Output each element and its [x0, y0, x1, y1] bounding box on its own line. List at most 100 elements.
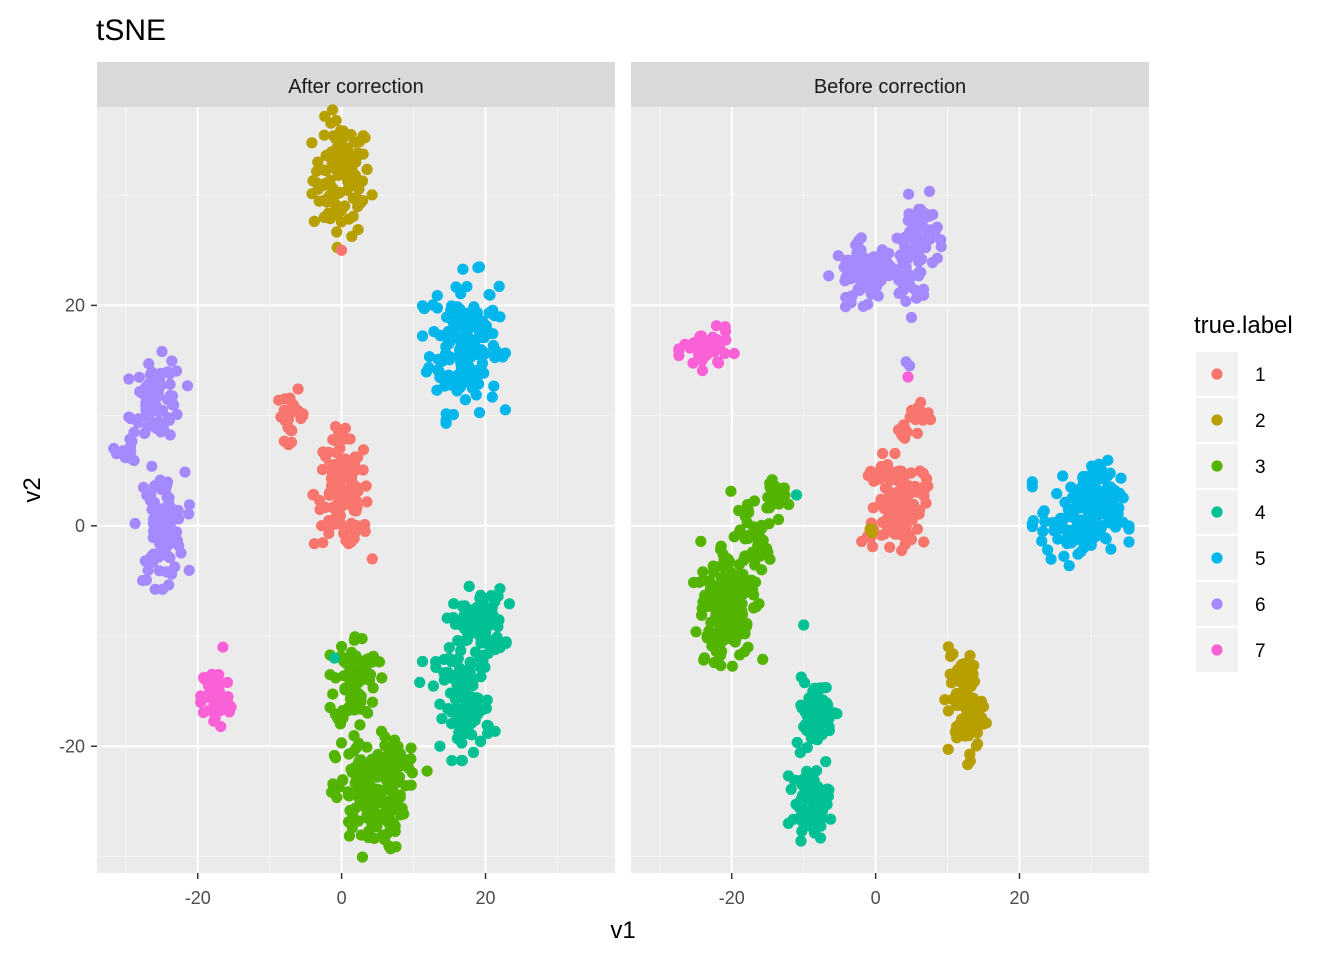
data-point-label-1: [329, 435, 341, 447]
data-point-label-4: [481, 694, 493, 706]
data-point-label-6: [900, 295, 912, 307]
data-point-label-4: [801, 793, 813, 805]
data-point-label-6: [144, 495, 156, 507]
data-point-label-4: [814, 814, 827, 826]
data-point-label-5: [1079, 487, 1091, 499]
data-point-label-3: [741, 619, 753, 631]
data-point-label-3: [727, 625, 739, 637]
data-point-label-3: [328, 749, 340, 762]
data-point-label-6: [922, 227, 935, 239]
data-point-label-2: [331, 226, 343, 238]
legend-item-3: 3: [1196, 444, 1266, 488]
data-point-label-6: [163, 579, 175, 591]
data-point-label-5: [487, 328, 499, 340]
data-point-label-3: [725, 596, 737, 609]
data-point-label-5: [488, 310, 501, 322]
data-point-label-3: [379, 731, 391, 743]
data-point-label-6: [162, 550, 174, 562]
data-point-label-5: [1080, 515, 1092, 527]
facet-strip-label: Before correction: [814, 76, 966, 98]
data-point-label-4: [430, 661, 442, 674]
data-point-label-2: [354, 197, 366, 209]
data-point-label-5: [473, 378, 485, 390]
data-point-label-3: [338, 655, 350, 668]
data-point-label-3: [379, 834, 391, 846]
data-point-label-4: [795, 835, 807, 847]
data-point-label-3: [708, 656, 720, 669]
legend-key-point: [1211, 506, 1223, 518]
data-point-label-5: [473, 407, 486, 419]
data-point-label-6: [154, 538, 166, 550]
scatter-points: [673, 185, 1135, 847]
data-point-label-2: [319, 177, 331, 190]
data-point-label-3: [366, 696, 379, 708]
data-point-label-3: [356, 851, 369, 863]
legend-label: 6: [1255, 595, 1266, 616]
facet-panel-1: After correction -20 0 20 -20 0 20: [59, 62, 615, 908]
data-point-label-3: [359, 792, 371, 805]
data-point-label-1: [278, 435, 290, 447]
data-point-label-5: [431, 290, 443, 302]
data-point-label-5: [1083, 533, 1095, 545]
data-point-label-3: [375, 810, 387, 822]
data-point-label-4: [461, 634, 473, 646]
data-point-label-6: [875, 275, 887, 287]
data-point-label-2: [318, 129, 330, 141]
data-point-label-5: [1123, 536, 1135, 548]
data-point-label-3: [761, 543, 773, 555]
data-point-label-6: [136, 387, 148, 399]
data-point-label-1: [904, 411, 916, 423]
data-point-label-6: [171, 408, 183, 421]
data-point-label-6: [881, 257, 894, 269]
data-point-label-4: [467, 746, 480, 759]
data-point-label-6: [146, 460, 158, 472]
data-point-label-7: [213, 686, 226, 698]
data-point-label-6: [123, 373, 135, 385]
data-point-label-4: [820, 756, 832, 768]
data-point-label-4: [448, 598, 460, 610]
data-point-label-6: [166, 355, 178, 367]
data-point-label-4: [492, 590, 504, 602]
data-point-label-3: [709, 635, 721, 648]
data-point-label-1: [869, 469, 881, 482]
data-point-label-4: [456, 600, 468, 612]
data-point-label-6: [162, 476, 174, 488]
data-point-label-2: [964, 650, 976, 662]
data-point-label-4: [478, 610, 490, 622]
data-point-label-1: [913, 508, 925, 520]
data-point-label-5: [1051, 488, 1063, 500]
data-point-label-6: [145, 390, 157, 402]
legend-label: 1: [1255, 365, 1266, 386]
data-point-label-6: [923, 185, 936, 197]
data-point-label-5: [463, 360, 475, 372]
data-point-label-4: [449, 693, 461, 705]
data-point-label-1: [896, 529, 909, 541]
data-point-label-3: [342, 786, 354, 798]
data-point-label-4: [794, 747, 806, 759]
data-point-label-1: [335, 474, 347, 486]
data-point-label-2: [968, 675, 981, 688]
data-point-label-2: [947, 693, 959, 705]
facet-panel-2: Before correction -20 0 20: [631, 62, 1149, 908]
data-point-label-5: [487, 340, 499, 352]
data-point-label-4: [807, 804, 819, 817]
data-point-label-7: [208, 715, 220, 727]
data-point-label-3: [695, 535, 707, 548]
data-point-label-1: [359, 525, 371, 538]
data-point-label-6: [173, 540, 185, 552]
data-point-label-3: [761, 502, 773, 514]
data-point-label-2: [968, 659, 980, 672]
data-point-label-2: [977, 701, 990, 713]
data-point-label-5: [499, 347, 511, 359]
data-point-label-4: [474, 735, 487, 747]
data-point-label-3: [329, 708, 341, 720]
data-point-label-3: [726, 660, 739, 672]
data-point-label-3: [715, 540, 727, 552]
legend: true.label 1 2 3 4 5 6 7: [1194, 312, 1293, 672]
data-point-label-1: [867, 541, 879, 553]
data-point-label-6: [900, 356, 912, 368]
data-point-label-4: [461, 727, 473, 740]
data-point-label-4: [810, 688, 822, 700]
data-point-label-1: [347, 478, 359, 490]
data-point-label-3: [360, 663, 372, 675]
